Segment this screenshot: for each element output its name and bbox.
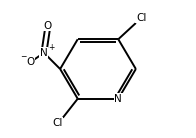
Text: +: +: [48, 43, 54, 52]
Text: N: N: [40, 48, 48, 58]
Text: Cl: Cl: [52, 118, 63, 128]
Text: −: −: [20, 52, 27, 61]
Text: O: O: [44, 21, 52, 31]
Text: N: N: [114, 94, 122, 104]
Text: Cl: Cl: [136, 13, 146, 23]
Text: O: O: [26, 57, 34, 67]
